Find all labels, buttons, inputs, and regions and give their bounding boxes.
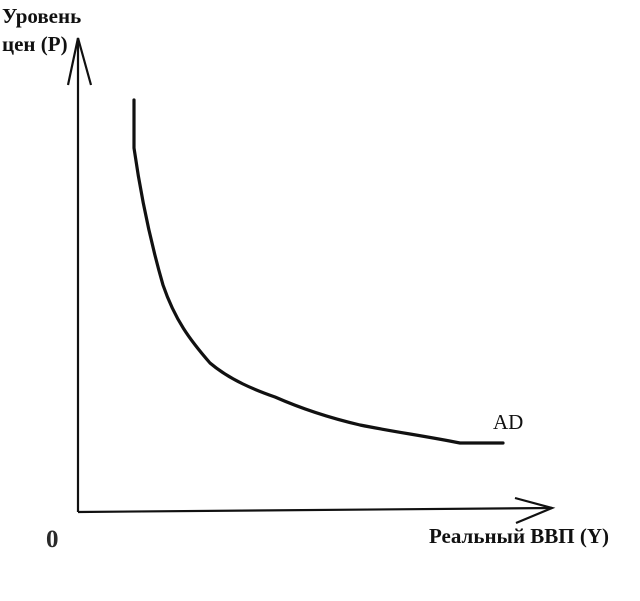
y-axis-arrowhead xyxy=(66,37,93,86)
x-axis-label: Реальный ВВП (Y) xyxy=(429,524,609,548)
y-axis-label-line2: цен (P) xyxy=(2,32,68,56)
y-axis-label-line1: Уровень xyxy=(2,4,81,28)
x-axis xyxy=(77,506,553,514)
ad-curve-label: AD xyxy=(493,410,523,434)
origin-label: 0 xyxy=(46,526,59,553)
x-axis-arrowhead xyxy=(514,496,556,525)
ad-curve xyxy=(132,98,505,445)
